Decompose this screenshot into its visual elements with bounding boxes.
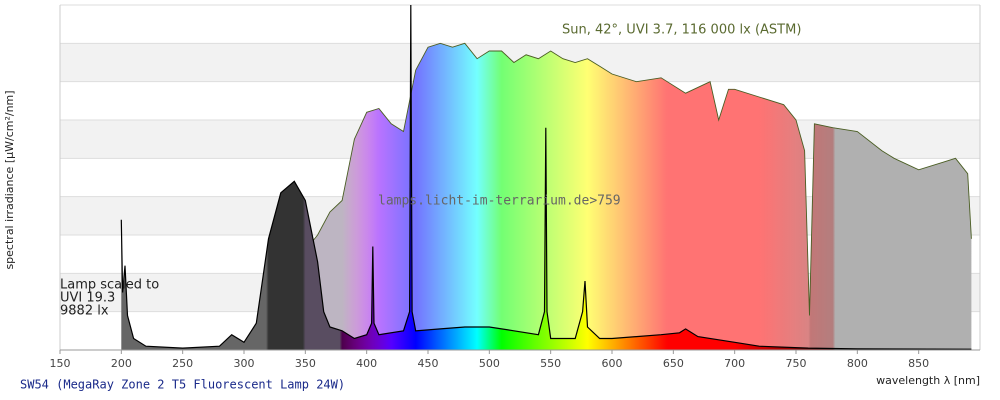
annotation: Lamp scaled to [60, 278, 159, 293]
watermark: lamps.licht-im-terrarium.de>759 [378, 194, 621, 209]
x-tick-label: 250 [172, 357, 193, 370]
x-tick-label: 750 [786, 357, 807, 370]
x-tick-label: 300 [234, 357, 255, 370]
x-axis-label: wavelength λ [nm] [876, 374, 980, 387]
x-tick-label: 600 [602, 357, 623, 370]
lamp-name: SW54 (MegaRay Zone 2 T5 Fluorescent Lamp… [20, 378, 345, 392]
x-tick-label: 450 [418, 357, 439, 370]
sun-label: Sun, 42°, UVI 3.7, 116 000 lx (ASTM) [562, 23, 801, 38]
x-tick-label: 500 [479, 357, 500, 370]
x-tick-label: 400 [356, 357, 377, 370]
x-tick-label: 350 [295, 357, 316, 370]
spectrum-area [244, 43, 972, 351]
x-tick-label: 850 [908, 357, 929, 370]
x-tick-label: 800 [847, 357, 868, 370]
x-tick-label: 700 [724, 357, 745, 370]
y-axis-label: spectral irradiance [µW/cm²/nm] [3, 90, 16, 269]
x-tick-label: 150 [50, 357, 71, 370]
x-tick-label: 200 [111, 357, 132, 370]
x-tick-label: 650 [663, 357, 684, 370]
spectrum-line [243, 42, 972, 351]
annotation: 9882 lx [60, 304, 109, 319]
annotation: UVI 19.3 [60, 291, 115, 306]
x-tick-label: 550 [540, 357, 561, 370]
spectrum-line [120, 4, 972, 350]
